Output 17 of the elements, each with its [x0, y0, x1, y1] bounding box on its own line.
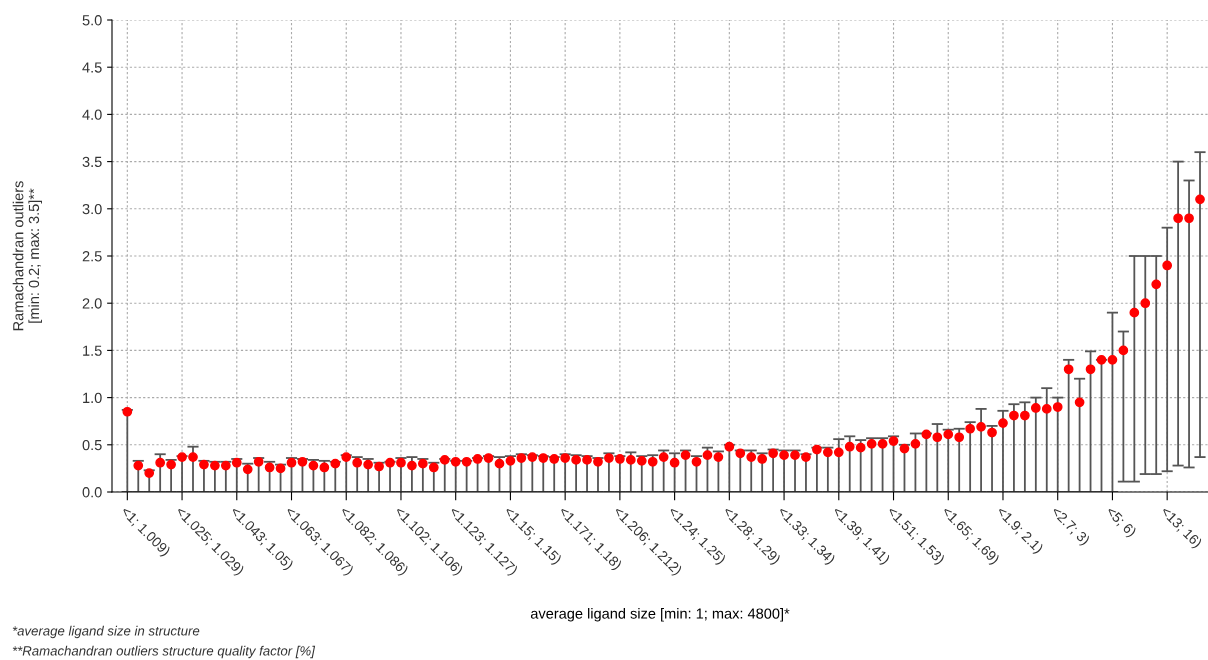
x-tick-label: <5; 6): [1103, 505, 1138, 540]
y-tick-label: 3.0: [82, 203, 102, 215]
y-tick-label: 2.0: [82, 298, 102, 309]
x-axis-title: average ligand size [min: 1; max: 4800]*: [530, 608, 790, 622]
y-tick-label: 1.0: [83, 392, 102, 404]
y-tick-label: 1.5: [83, 345, 102, 356]
y-tick-label: 4.0: [82, 109, 102, 120]
text: *average ligand size in structure: [12, 625, 200, 639]
y-tick-label: 5.0: [82, 15, 102, 26]
x-tick-label: <13; 16): [1158, 505, 1203, 551]
y-tick-label: 0.5: [82, 439, 102, 451]
y-tick-label: 3.5: [82, 156, 102, 168]
text: **Ramachandran outliers structure quality factor [%]: [12, 645, 316, 659]
y-tick-label: 2.5: [82, 251, 102, 262]
y-tick-label: 4.5: [82, 62, 102, 73]
y-tick-label: 0.0: [82, 487, 102, 498]
y-axis-title: Ramachandran outliers [min: 0.2; max: 3.5]**: [12, 181, 42, 331]
